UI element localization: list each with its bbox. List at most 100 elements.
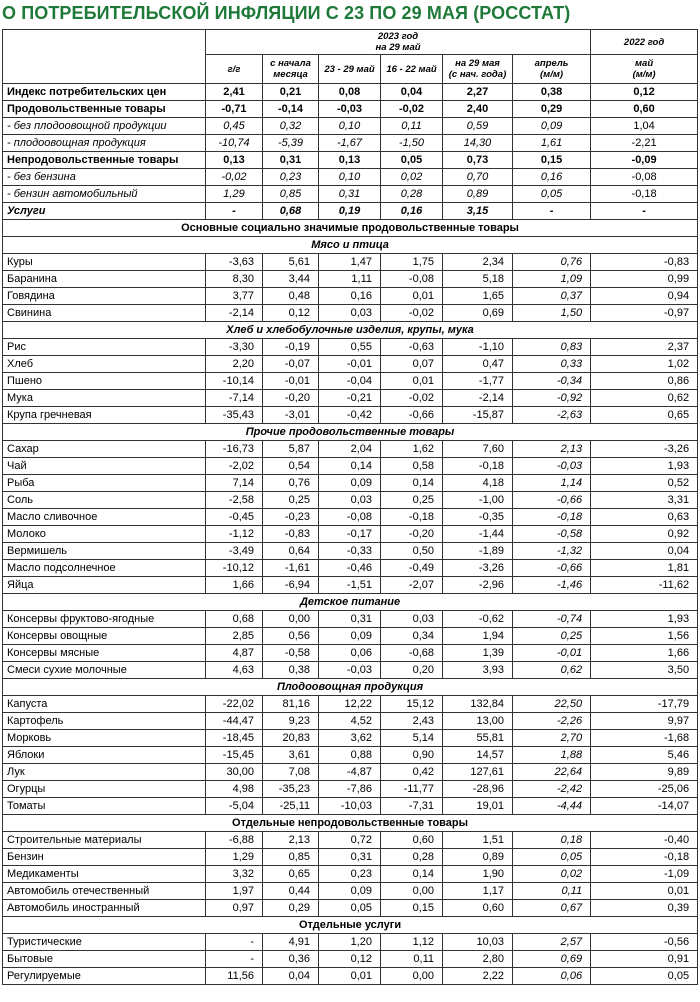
heading-row: Хлеб и хлебобулочные изделия, крупы, мук… (1, 321, 699, 339)
value-cell: 0,09 (511, 117, 592, 135)
value-cell: 0,03 (318, 304, 381, 322)
value-cell: 4,98 (205, 780, 263, 798)
value-cell: -1,00 (442, 491, 513, 509)
data-row: Консервы овощные 2,85 0,56 0,09 0,34 1,94 0,25… (2, 627, 699, 645)
value-cell: -1,32 (511, 542, 592, 560)
value-cell: 2,85 (205, 627, 263, 645)
value-cell: 19,01 (442, 797, 513, 815)
section-heading: Основные социально значимые продовольств… (1, 219, 699, 237)
value-cell: 2,20 (205, 355, 263, 373)
value-cell: 2,57 (511, 933, 592, 951)
row-label: Консервы овощные (2, 627, 206, 645)
value-cell: 0,01 (380, 287, 443, 305)
row-label: Соль (2, 491, 206, 509)
value-cell: 55,81 (442, 729, 513, 747)
value-cell: 0,28 (380, 848, 443, 866)
value-cell: 7,08 (262, 763, 319, 781)
value-cell: 0,60 (380, 831, 443, 849)
value-cell: 30,00 (205, 763, 263, 781)
value-cell: 81,16 (262, 695, 319, 713)
value-cell: 1,66 (205, 576, 263, 594)
value-cell: -0,66 (380, 406, 443, 424)
value-cell: -0,18 (442, 457, 513, 475)
value-cell: -15,87 (442, 406, 513, 424)
data-row: Лук 30,00 7,08 -4,87 0,42 127,61 22,64 9,89 (2, 763, 699, 781)
value-cell: 7,14 (205, 474, 263, 492)
value-cell: 0,15 (511, 151, 592, 169)
value-cell: 0,18 (511, 831, 592, 849)
row-label: Медикаменты (2, 865, 206, 883)
heading-row: Плодоовощная продукция (1, 678, 699, 696)
data-row: Непродовольственные товары 0,13 0,31 0,13 0,… (2, 151, 699, 169)
value-cell: 0,08 (318, 83, 381, 101)
inflation-table: 2023 год на 29 май 2022 год г/г с начала … (1, 29, 699, 985)
section-heading: Отдельные услуги (1, 916, 699, 934)
value-cell: -0,01 (262, 372, 319, 390)
value-cell: -0,18 (380, 508, 443, 526)
value-cell: -0,42 (318, 406, 381, 424)
row-label: Хлеб (2, 355, 206, 373)
header-row: г/г с начала месяца 23 - 29 май 16 - 22 май… (3, 54, 699, 84)
value-cell: -0,46 (318, 559, 381, 577)
value-cell: 5,61 (262, 253, 319, 271)
value-cell: 2,41 (205, 83, 263, 101)
value-cell: -1,51 (318, 576, 381, 594)
value-cell: -3,26 (590, 440, 699, 458)
heading-row: Мясо и птица (1, 236, 699, 254)
value-cell: 0,68 (205, 610, 263, 628)
column-header: май (м/м) (590, 54, 699, 84)
row-label: Регулируемые (2, 967, 206, 985)
row-label: - без бензина (2, 168, 206, 186)
column-header: с начала месяца (262, 54, 319, 84)
data-row: Свинина -2,14 0,12 0,03 -0,02 0,69 1,50 -0,97 (2, 304, 699, 322)
data-row: Вермишель -3,49 0,64 -0,33 0,50 -1,89 -1,32 0,0… (2, 542, 699, 560)
value-cell: 1,81 (590, 559, 699, 577)
value-cell: 0,14 (380, 474, 443, 492)
value-cell: 0,34 (380, 627, 443, 645)
row-label: Куры (2, 253, 206, 271)
value-cell: -28,96 (442, 780, 513, 798)
value-cell: 14,57 (442, 746, 513, 764)
value-cell: -6,88 (205, 831, 263, 849)
row-label: Яблоки (2, 746, 206, 764)
row-label: Чай (2, 457, 206, 475)
data-row: Хлеб 2,20 -0,07 -0,01 0,07 0,47 0,33 1,02 (2, 355, 699, 373)
heading-row: Прочие продовольственные товары (1, 423, 699, 441)
value-cell: -0,03 (318, 100, 381, 118)
value-cell: 0,60 (590, 100, 699, 118)
heading-row: Детское питание (1, 593, 699, 611)
value-cell: 0,86 (590, 372, 699, 390)
value-cell: 0,37 (511, 287, 592, 305)
row-label: Непродовольственные товары (2, 151, 206, 169)
value-cell: 4,87 (205, 644, 263, 662)
value-cell: -0,07 (262, 355, 319, 373)
value-cell: 2,34 (442, 253, 513, 271)
value-cell: 0,39 (590, 899, 699, 917)
group-header: 2023 год на 29 май (204, 29, 592, 55)
value-cell: 0,63 (590, 508, 699, 526)
value-cell: -25,11 (262, 797, 319, 815)
column-header: г/г (205, 54, 263, 84)
value-cell: 1,51 (442, 831, 513, 849)
value-cell: 1,39 (442, 644, 513, 662)
value-cell: 0,23 (262, 168, 319, 186)
data-row: Яблоки -15,45 3,61 0,88 0,90 14,57 1,88 5,46 (2, 746, 699, 764)
value-cell: 0,67 (511, 899, 592, 917)
value-cell: 0,14 (318, 457, 381, 475)
value-cell: -1,89 (442, 542, 513, 560)
column-header: на 29 мая (с нач. года) (442, 54, 513, 84)
data-row: Туристические -4,91 1,20 1,12 10,03 2,57 -0,56 (2, 933, 699, 951)
value-cell: 3,93 (442, 661, 513, 679)
column-header: 16 - 22 май (380, 54, 443, 84)
data-row: Огурцы 4,98 -35,23 -7,86 -11,77 -28,96 -2,42 -2… (2, 780, 699, 798)
value-cell: 2,04 (318, 440, 381, 458)
value-cell: -35,23 (262, 780, 319, 798)
data-row: Говядина 3,77 0,48 0,16 0,01 1,65 0,37 0,94 (2, 287, 699, 305)
row-label: Капуста (2, 695, 206, 713)
row-label: Томаты (2, 797, 206, 815)
data-row: Томаты -5,04 -25,11 -10,03 -7,31 19,01 -4,44 -1… (2, 797, 699, 815)
row-label: Молоко (2, 525, 206, 543)
value-cell: 0,09 (318, 627, 381, 645)
value-cell: 0,31 (318, 848, 381, 866)
